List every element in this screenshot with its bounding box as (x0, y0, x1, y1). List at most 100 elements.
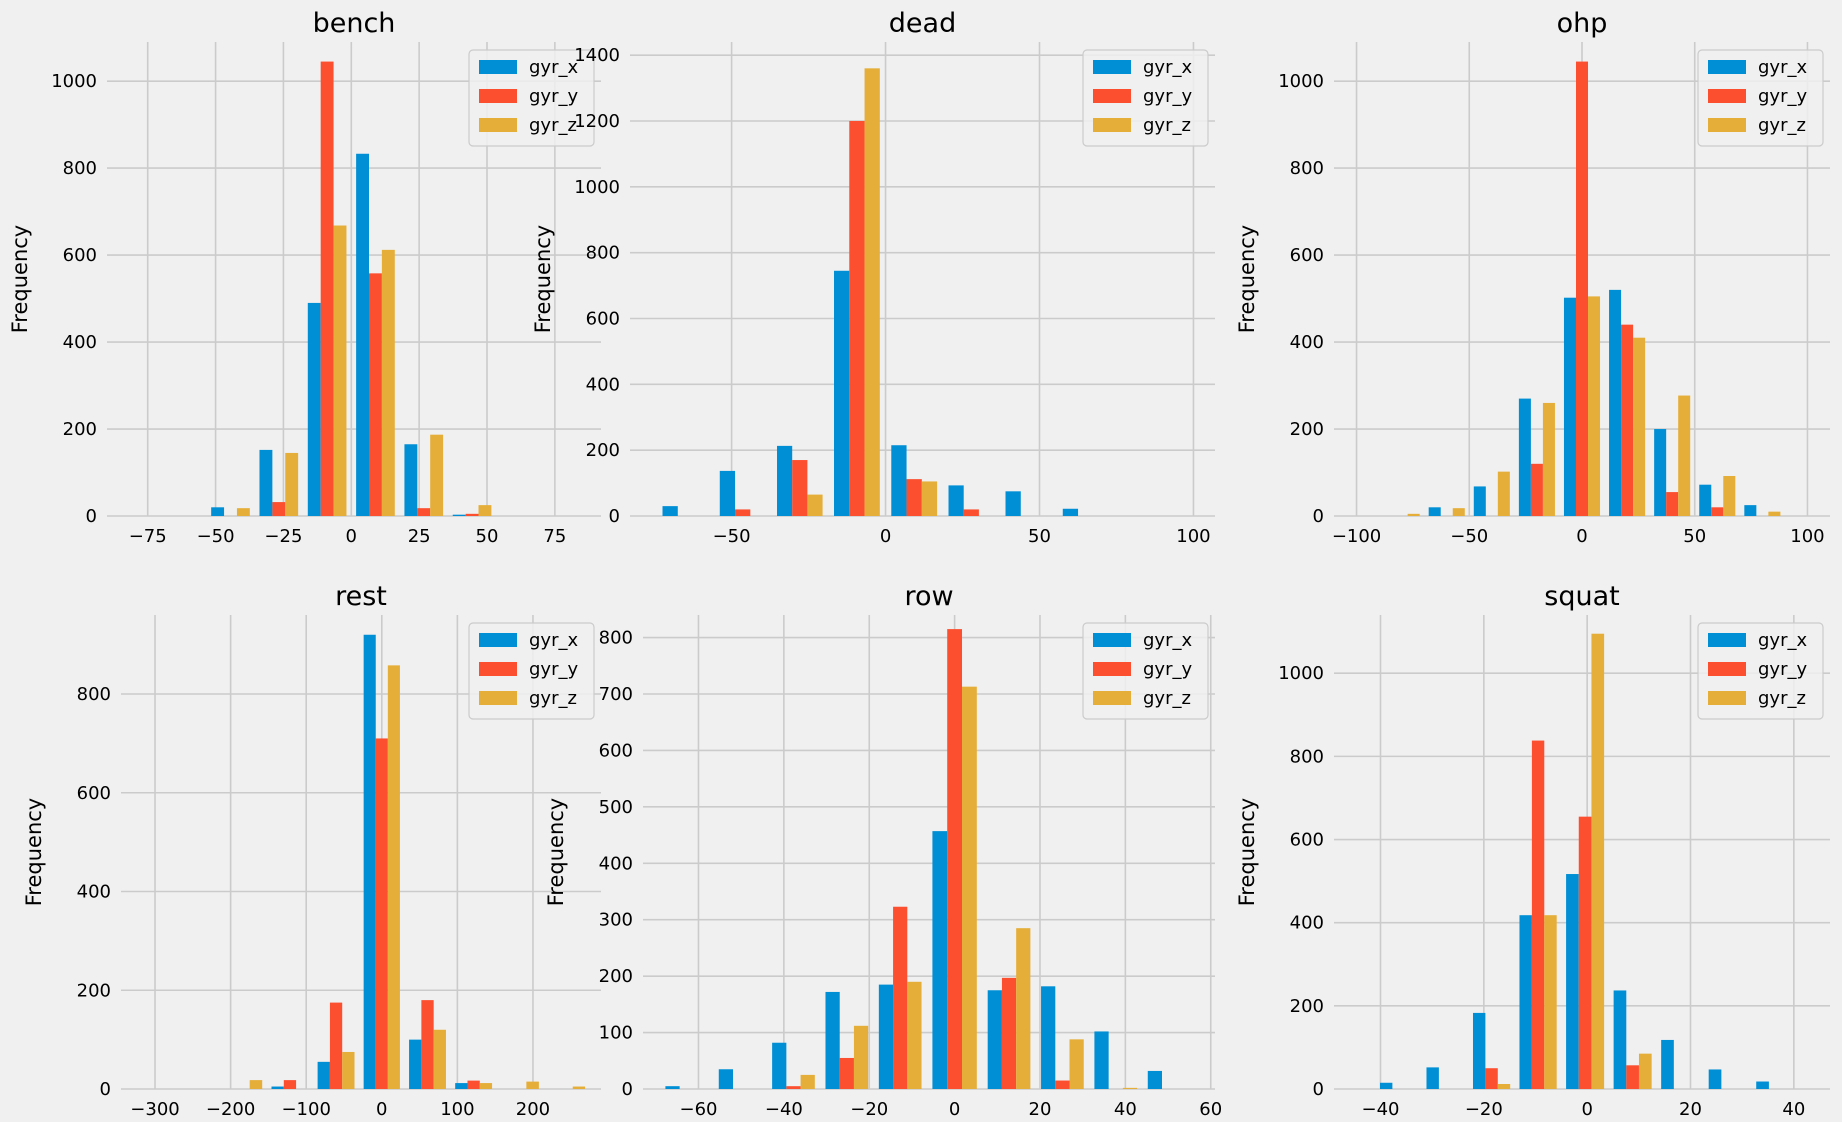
chart-bench-bar-gyr_x-2 (307, 302, 321, 516)
chart-squat-bar-gyr_y-4 (1578, 816, 1592, 1089)
chart-rest-bar-gyr_z-5 (479, 1083, 493, 1089)
chart-dead-ytick-label: 400 (586, 374, 620, 395)
chart-ohp-legend-swatch-gyr_z (1708, 118, 1746, 132)
chart-dead-bar-gyr_x-0 (662, 506, 678, 516)
chart-bench-bar-gyr_y-3 (369, 273, 382, 516)
chart-row-ytick-label: 0 (622, 1079, 633, 1100)
chart-dead-xtick-label: −50 (713, 526, 751, 547)
chart-dead-xtick-label: 0 (880, 526, 891, 547)
chart-bench-bar-gyr_z-3 (381, 249, 395, 516)
chart-ohp-bar-gyr_x-1 (1428, 507, 1441, 516)
chart-row-bar-gyr_y-7 (1055, 1080, 1070, 1089)
chart-bench-bar-gyr_z-2 (333, 225, 347, 516)
chart-bench-ylabel: Frequency (8, 225, 32, 334)
chart-bench-xtick-label: −25 (264, 526, 302, 547)
chart-squat-xtick-label: 0 (1581, 1099, 1592, 1120)
chart-ohp-xtick-label: 50 (1683, 526, 1706, 547)
chart-squat-bar-gyr_y-2 (1485, 1068, 1498, 1089)
chart-dead-ytick-label: 0 (609, 506, 620, 527)
chart-rest-bar-gyr_z-7 (572, 1086, 586, 1089)
chart-bench-legend-label-gyr_z: gyr_z (529, 115, 577, 136)
chart-squat-ytick-label: 200 (1290, 996, 1324, 1017)
chart-dead-ylabel: Frequency (531, 225, 555, 334)
chart-ohp-bar-gyr_x-3 (1518, 398, 1531, 516)
chart-squat-bar-gyr_z-5 (1638, 1053, 1652, 1089)
chart-squat-bar-gyr_y-3 (1531, 740, 1545, 1089)
chart-rest-bar-gyr_x-4 (409, 1039, 422, 1089)
chart-ohp-legend-swatch-gyr_x (1708, 60, 1746, 74)
chart-dead-xtick-label: 100 (1176, 526, 1210, 547)
chart-dead-ytick-label: 1000 (574, 177, 620, 198)
chart-ohp-ylabel: Frequency (1235, 225, 1259, 334)
chart-rest-title: rest (335, 581, 387, 612)
chart-ohp-legend-label-gyr_x: gyr_x (1758, 57, 1807, 78)
chart-ohp-title: ohp (1557, 8, 1608, 39)
chart-row-xtick-label: 20 (1029, 1099, 1052, 1120)
chart-row-legend-swatch-gyr_z (1093, 691, 1131, 705)
chart-squat-xtick-label: 20 (1679, 1099, 1702, 1120)
chart-bench-legend-label-gyr_x: gyr_x (529, 57, 578, 78)
chart-bench-ytick-label: 200 (63, 419, 97, 440)
chart-row-bar-gyr_x-1 (718, 1069, 733, 1089)
chart-bench-bar-gyr_z-4 (430, 434, 444, 516)
chart-rest-bar-gyr_y-5 (467, 1080, 480, 1089)
chart-dead-bar-gyr_x-6 (1005, 491, 1021, 516)
chart-row-bar-gyr_x-0 (665, 1086, 680, 1089)
chart-dead-bar-gyr_y-4 (906, 479, 922, 516)
chart-row-bar-gyr_x-6 (987, 990, 1002, 1089)
chart-squat-legend-swatch-gyr_y (1708, 662, 1746, 676)
chart-row-xtick-label: 60 (1199, 1099, 1222, 1120)
chart-rest-legend-label-gyr_z: gyr_z (529, 688, 577, 709)
chart-squat-legend-swatch-gyr_x (1708, 633, 1746, 647)
chart-ohp-bar-gyr_z-5 (1633, 337, 1646, 516)
chart-rest-xtick-label: −300 (130, 1099, 179, 1120)
chart-ohp-xtick-label: −50 (1450, 526, 1488, 547)
chart-row-bar-gyr_x-5 (932, 831, 948, 1089)
chart-row-ytick-label: 800 (599, 628, 633, 649)
chart-row-xtick-label: 40 (1114, 1099, 1137, 1120)
chart-bench-bar-gyr_z-0 (236, 508, 250, 516)
chart-dead-bar-gyr_z-2 (807, 494, 823, 516)
chart-ohp-bar-gyr_x-4 (1563, 297, 1576, 516)
chart-row-ylabel: Frequency (544, 798, 568, 907)
chart-row-ytick-label: 600 (599, 740, 633, 761)
chart-squat-xtick-label: −40 (1362, 1099, 1400, 1120)
chart-dead-legend-label-gyr_z: gyr_z (1143, 115, 1191, 136)
chart-squat-bar-gyr_z-4 (1591, 633, 1605, 1089)
chart-bench-legend-swatch-gyr_y (479, 89, 517, 103)
chart-row-legend-label-gyr_z: gyr_z (1143, 688, 1191, 709)
chart-squat-bar-gyr_z-2 (1497, 1084, 1511, 1089)
chart-squat-bar-gyr_x-6 (1661, 1039, 1674, 1089)
chart-squat-bar-gyr_y-5 (1626, 1065, 1639, 1089)
chart-ohp-ytick-label: 400 (1290, 332, 1324, 353)
chart-bench-bar-gyr_y-5 (465, 513, 479, 516)
chart-bench-legend-label-gyr_y: gyr_y (529, 86, 578, 107)
chart-row-ytick-label: 300 (599, 910, 633, 931)
chart-row-ytick-label: 400 (599, 853, 633, 874)
chart-rest-bar-gyr_x-2 (317, 1061, 330, 1089)
chart-rest-bar-gyr_y-3 (375, 738, 388, 1089)
chart-squat-bar-gyr_x-8 (1756, 1081, 1769, 1089)
chart-bench-legend-swatch-gyr_x (479, 60, 517, 74)
chart-rest-bar-gyr_y-2 (329, 1002, 343, 1089)
chart-bench-bar-gyr_z-1 (285, 452, 299, 516)
chart-squat-xtick-label: 40 (1782, 1099, 1805, 1120)
chart-squat-title: squat (1544, 581, 1619, 612)
chart-rest-bar-gyr_x-1 (271, 1086, 284, 1089)
chart-bench-bar-gyr_z-5 (478, 505, 492, 516)
chart-bench-ytick-label: 600 (63, 245, 97, 266)
chart-ohp-bar-gyr_y-7 (1711, 507, 1724, 516)
chart-dead-bar-gyr_x-5 (948, 485, 964, 516)
chart-ohp-bar-gyr_z-8 (1768, 511, 1781, 516)
chart-ohp-ytick-label: 600 (1290, 245, 1324, 266)
chart-row-bar-gyr_x-8 (1094, 1031, 1109, 1089)
chart-row-bar-gyr_x-9 (1147, 1070, 1162, 1089)
chart-row-bar-gyr_y-5 (947, 629, 963, 1089)
chart-dead-bar-gyr_x-4 (891, 445, 907, 516)
chart-bench-ytick-label: 400 (63, 332, 97, 353)
chart-row-legend-swatch-gyr_x (1093, 633, 1131, 647)
chart-row-ytick-label: 200 (599, 966, 633, 987)
chart-dead-bar-gyr_y-5 (963, 509, 979, 516)
chart-dead-bar-gyr_x-3 (834, 270, 850, 516)
